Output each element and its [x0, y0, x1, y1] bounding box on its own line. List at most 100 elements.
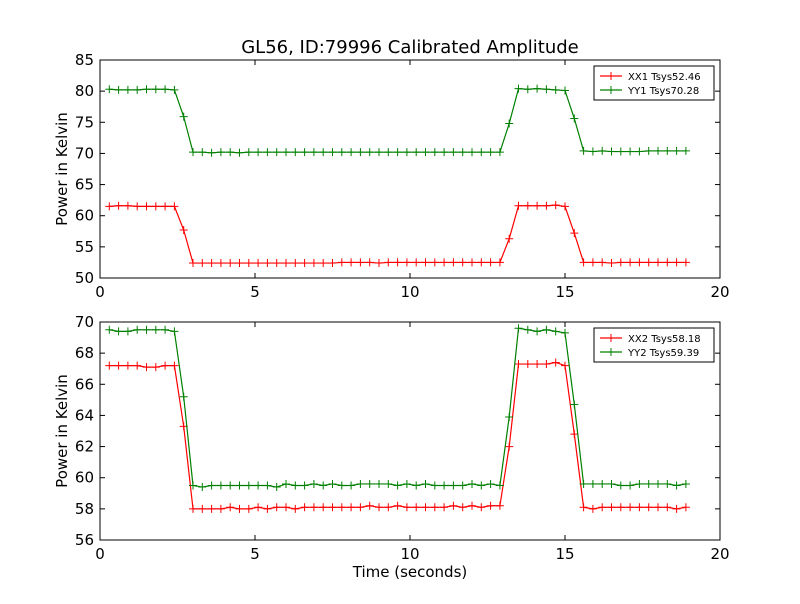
data-point — [561, 328, 569, 337]
data-point — [598, 146, 607, 155]
y-axis-label: Power in Kelvin — [53, 374, 71, 488]
data-point — [133, 85, 142, 94]
data-point — [263, 481, 272, 490]
x-tick-label: 20 — [710, 283, 729, 301]
x-tick-label: 5 — [250, 283, 260, 301]
data-point — [412, 503, 421, 512]
data-point — [505, 234, 514, 243]
data-point — [189, 148, 197, 157]
data-point — [347, 481, 356, 490]
y-tick-label: 75 — [75, 113, 94, 131]
data-point — [142, 85, 151, 94]
y-tick-label: 65 — [75, 176, 94, 194]
data-point — [644, 479, 653, 488]
data-point — [328, 479, 337, 488]
chart-2: 0 5 10 15 20 56 58 60 62 64 66 68 70 Power in Kelvin T… — [53, 313, 730, 581]
data-point — [170, 327, 179, 336]
data-point — [570, 400, 579, 409]
data-point — [272, 483, 281, 492]
data-point — [263, 148, 272, 157]
data-point — [635, 503, 644, 512]
data-point — [282, 503, 290, 512]
y-tick-label: 68 — [75, 344, 94, 362]
data-point — [607, 147, 616, 156]
data-point — [337, 481, 346, 490]
data-point — [505, 412, 514, 421]
y-tick-label: 62 — [75, 438, 94, 456]
data-point — [654, 258, 662, 267]
data-point — [430, 481, 439, 490]
data-point — [663, 503, 672, 512]
data-point — [393, 501, 402, 510]
data-point — [328, 148, 337, 157]
data-point — [198, 483, 207, 492]
data-point — [458, 503, 467, 512]
legend-label: XX2 Tsys58.18 — [628, 334, 701, 345]
data-point — [114, 85, 123, 94]
data-point — [254, 148, 263, 157]
data-point — [291, 481, 300, 490]
data-point — [393, 258, 402, 267]
data-point — [291, 148, 300, 157]
data-point — [123, 201, 132, 210]
data-point — [272, 148, 281, 157]
data-point — [598, 479, 607, 488]
data-point — [570, 430, 579, 439]
legend: XX1 Tsys52.46 YY1 Tsys70.28 — [593, 65, 715, 101]
data-point — [161, 325, 170, 334]
data-point — [207, 481, 216, 490]
data-point — [626, 481, 635, 490]
data-point — [523, 85, 532, 94]
data-point — [495, 481, 504, 490]
data-point — [616, 258, 625, 267]
data-point — [189, 504, 197, 513]
data-point — [579, 258, 588, 267]
y-tick-label: 85 — [75, 51, 94, 69]
data-point — [421, 503, 430, 512]
legend-swatch-marker — [607, 86, 615, 94]
data-point — [588, 479, 597, 488]
y-tick-label: 55 — [75, 238, 94, 256]
data-point — [179, 112, 188, 121]
data-point — [244, 504, 253, 513]
data-point — [477, 258, 486, 267]
data-point — [533, 201, 542, 210]
data-point — [151, 363, 160, 372]
data-point — [477, 503, 486, 512]
x-axis-label: Time (seconds) — [352, 563, 468, 581]
y-tick-label: 50 — [75, 269, 94, 287]
data-point — [681, 503, 690, 512]
data-point — [337, 148, 346, 157]
data-point — [477, 481, 486, 490]
legend-box — [593, 327, 715, 363]
data-point — [337, 258, 346, 267]
data-point — [495, 148, 504, 157]
data-point — [300, 259, 309, 268]
data-point — [579, 146, 588, 155]
data-point — [654, 503, 662, 512]
data-point — [440, 258, 449, 267]
data-point — [579, 503, 588, 512]
data-point — [430, 258, 439, 267]
data-point — [337, 503, 346, 512]
data-point — [272, 503, 281, 512]
data-point — [263, 259, 272, 268]
data-point — [375, 148, 383, 157]
data-point — [486, 258, 495, 267]
data-point — [533, 327, 542, 336]
data-point — [449, 148, 458, 157]
data-point — [635, 147, 644, 156]
data-point — [226, 259, 235, 268]
data-point — [291, 259, 300, 268]
data-point — [347, 148, 356, 157]
data-point — [681, 146, 690, 155]
data-point — [235, 259, 244, 268]
data-point — [430, 503, 439, 512]
data-point — [468, 479, 476, 488]
data-point — [542, 85, 551, 94]
data-point — [384, 479, 393, 488]
data-point — [514, 360, 523, 369]
data-point — [644, 503, 653, 512]
data-point — [151, 202, 160, 211]
data-point — [542, 325, 551, 334]
